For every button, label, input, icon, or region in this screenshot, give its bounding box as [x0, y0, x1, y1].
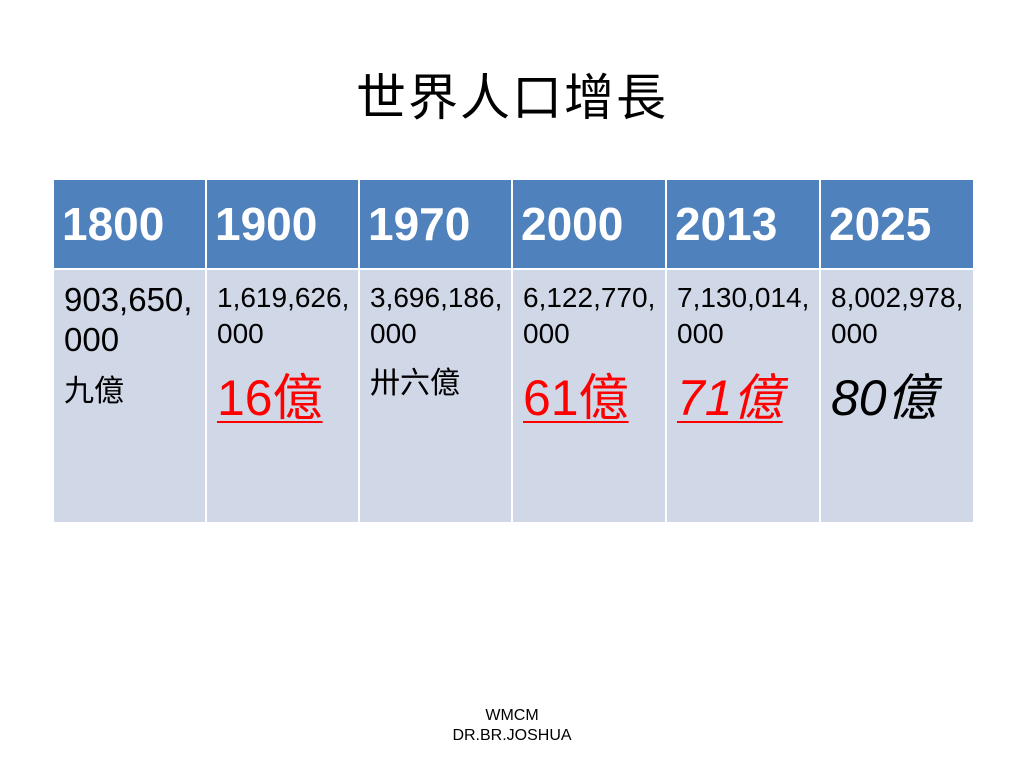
table-row: 903,650,000 九億 1,619,626,000 16億 3,696,1…: [52, 268, 975, 524]
population-table: 1800 1900 1970 2000 2013 2025 903,650,00…: [52, 178, 975, 524]
population-note: 71億: [677, 370, 783, 426]
footer-line: DR.BR.JOSHUA: [452, 727, 572, 744]
population-number: 6,122,770,000: [523, 282, 656, 349]
population-cell: 1,619,626,000 16億: [205, 268, 360, 524]
population-note: 卅六億: [370, 366, 460, 401]
year-header: 1970: [358, 178, 513, 270]
population-cell: 6,122,770,000 61億: [511, 268, 667, 524]
population-note: 61億: [523, 370, 629, 426]
table-header-row: 1800 1900 1970 2000 2013 2025: [52, 178, 975, 270]
year-header: 2000: [511, 178, 667, 270]
population-cell: 8,002,978,000 80億: [819, 268, 975, 524]
population-cell: 7,130,014,000 71億: [665, 268, 821, 524]
population-number: 903,650,000: [64, 281, 193, 358]
population-note: 16億: [217, 370, 323, 426]
population-note: 九億: [64, 374, 124, 409]
year-header: 1900: [205, 178, 360, 270]
population-number: 7,130,014,000: [677, 282, 810, 349]
year-header: 1800: [52, 178, 207, 270]
footer-line: WMCM: [485, 707, 539, 724]
population-number: 8,002,978,000: [831, 282, 964, 349]
slide-title: 世界人口增長: [356, 69, 668, 127]
population-number: 3,696,186,000: [370, 282, 503, 349]
year-header: 2025: [819, 178, 975, 270]
year-header: 2013: [665, 178, 821, 270]
slide-footer: WMCM DR.BR.JOSHUA: [400, 706, 624, 746]
population-note: 80億: [831, 370, 937, 426]
population-cell: 903,650,000 九億: [52, 268, 207, 524]
population-cell: 3,696,186,000 卅六億: [358, 268, 513, 524]
population-number: 1,619,626,000: [217, 282, 350, 349]
